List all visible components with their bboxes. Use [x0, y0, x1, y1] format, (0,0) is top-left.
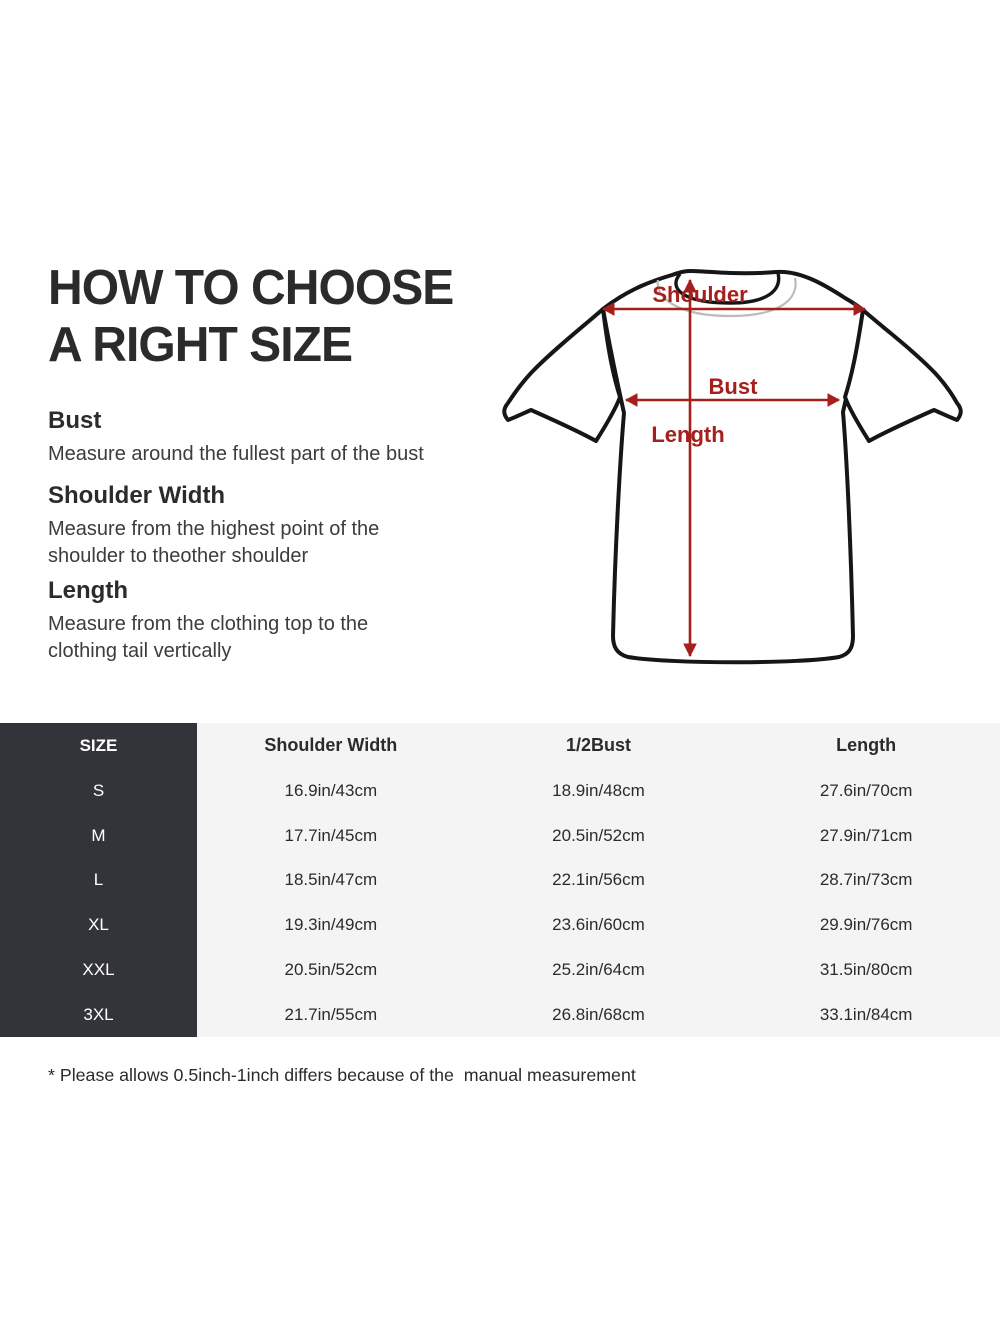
svg-text:Shoulder: Shoulder — [652, 282, 748, 307]
svg-text:Length: Length — [651, 422, 724, 447]
svg-text:Bust: Bust — [709, 374, 759, 399]
